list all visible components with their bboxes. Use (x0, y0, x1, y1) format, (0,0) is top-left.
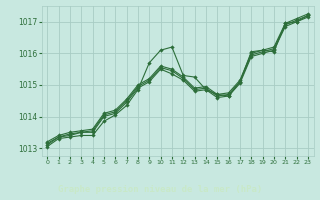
Text: Graphe pression niveau de la mer (hPa): Graphe pression niveau de la mer (hPa) (58, 185, 262, 194)
